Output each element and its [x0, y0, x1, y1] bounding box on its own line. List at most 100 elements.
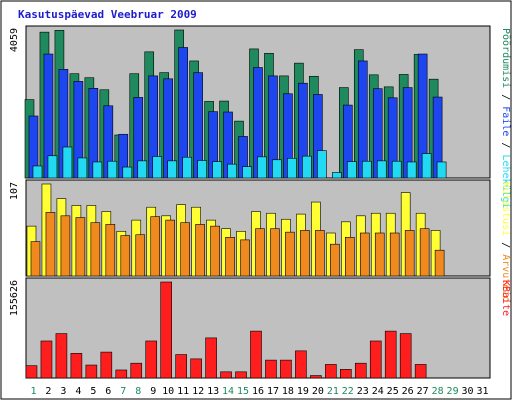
bar-arvuteid-18: Arvuteid 18: 51 [285, 231, 295, 277]
bar-kbaite-10: KBaite 10: 157000 [160, 281, 172, 379]
bar-lehekülgi-23: Lehekülgi 23: 460 [361, 160, 372, 179]
day-label-2: 2 [45, 386, 51, 397]
bar-arvuteid-11: Arvuteid 11: 62 [180, 222, 190, 277]
day-label-13: 13 [207, 386, 219, 397]
bar-lehekülgi-24: Lehekülgi 24: 470 [376, 160, 387, 179]
bar-lehekülgi-5: Lehekülgi 5: 440 [92, 161, 103, 179]
bar-kbaite-22: KBaite 22: 14000 [340, 369, 352, 379]
bar-kbaite-11: KBaite 11: 38000 [175, 354, 187, 379]
bar-lehekülgi-7: Lehekülgi 7: 300 [122, 166, 133, 179]
day-label-4: 4 [75, 386, 81, 397]
bar-arvuteid-2: Arvuteid 2: 74 [45, 212, 56, 277]
bar-arvuteid-13: Arvuteid 13: 58 [210, 225, 220, 277]
day-label-26: 26 [402, 386, 414, 397]
bar-lehekülgi-14: Lehekülgi 14: 380 [227, 163, 237, 179]
bar-lehekülgi-11: Lehekülgi 11: 570 [182, 156, 192, 179]
day-label-18: 18 [282, 386, 294, 397]
bar-arvuteid-5: Arvuteid 5: 62 [90, 222, 101, 277]
bar-kbaite-2: KBaite 2: 60000 [40, 340, 53, 379]
bar-kbaite-18: KBaite 18: 29000 [280, 359, 292, 379]
bar-kbaite-23: KBaite 23: 24000 [354, 362, 367, 379]
bar-arvuteid-20: Arvuteid 20: 53 [315, 230, 325, 277]
legend-part: Pöördumisi [500, 28, 511, 88]
bar-arvuteid-28: Arvuteid 28: 30 [434, 249, 445, 277]
day-label-25: 25 [387, 386, 399, 397]
y-axis-legend-kbytes: KBaite [500, 280, 511, 316]
y-max-label-traffic: 4059 [9, 28, 20, 52]
panels: Pöördumisi 1: 2150Pöördumisi 2: 4000Pöör… [24, 25, 491, 379]
legend-part: Lehekülgi [500, 154, 511, 208]
bar-lehekülgi-22: Lehekülgi 22: 450 [347, 161, 357, 179]
bar-faile-23: Faile 23: 3210 [357, 60, 368, 179]
bar-kbaite-4: KBaite 4: 40000 [70, 353, 83, 379]
bar-lehekülgi-8: Lehekülgi 8: 470 [137, 160, 148, 179]
bar-kbaite-6: KBaite 6: 42000 [100, 351, 113, 379]
panel-traffic: Pöördumisi 1: 2150Pöördumisi 2: 4000Pöör… [24, 25, 491, 179]
bar-lehekülgi-2: Lehekülgi 2: 610 [47, 155, 58, 179]
y-axis-legend-traffic: Pöördumisi / Faile / Lehekülgi [500, 28, 511, 209]
bar-kbaite-27: KBaite 27: 22000 [414, 364, 427, 379]
bar-lehekülgi-16: Lehekülgi 16: 580 [257, 156, 267, 179]
bar-arvuteid-10: Arvuteid 10: 65 [165, 219, 175, 277]
y-axis-legend-hits: Külastusi / Arvuteid [500, 182, 511, 302]
chart-title: Kasutuspäevad Veebruar 2009 [18, 8, 197, 21]
bar-lehekülgi-17: Lehekülgi 17: 500 [272, 159, 282, 179]
day-label-20: 20 [312, 386, 324, 397]
y-labels: 4059 Pöördumisi / Faile / Lehekülgi 107 Kül… [9, 28, 511, 316]
bar-arvuteid-3: Arvuteid 3: 70 [60, 215, 71, 277]
bar-kbaite-12: KBaite 12: 31000 [190, 358, 202, 379]
day-label-19: 19 [297, 386, 309, 397]
bar-arvuteid-21: Arvuteid 21: 37 [330, 243, 340, 277]
day-label-10: 10 [162, 386, 174, 397]
bar-kbaite-19: KBaite 19: 44000 [295, 350, 307, 379]
day-label-31: 31 [476, 386, 488, 397]
bar-arvuteid-6: Arvuteid 6: 60 [105, 224, 116, 277]
bar-arvuteid-7: Arvuteid 7: 47 [120, 235, 131, 277]
bar-kbaite-25: KBaite 25: 76000 [384, 330, 397, 379]
day-label-17: 17 [267, 386, 279, 397]
bar-lehekülgi-19: Lehekülgi 19: 600 [302, 155, 312, 179]
bar-kbaite-5: KBaite 5: 21000 [85, 364, 98, 379]
bar-lehekülgi-3: Lehekülgi 3: 850 [62, 146, 73, 179]
bar-arvuteid-27: Arvuteid 27: 55 [419, 228, 430, 277]
y-max-label-kbytes: 155626 [9, 280, 20, 316]
bar-lehekülgi-27: Lehekülgi 27: 670 [421, 153, 432, 179]
bar-lehekülgi-9: Lehekülgi 9: 590 [152, 156, 163, 179]
day-label-23: 23 [357, 386, 369, 397]
day-label-28: 28 [432, 386, 444, 397]
bar-arvuteid-25: Arvuteid 25: 50 [389, 232, 400, 277]
bar-arvuteid-4: Arvuteid 4: 68 [75, 217, 86, 277]
bar-lehekülgi-15: Lehekülgi 15: 310 [242, 166, 252, 179]
bar-lehekülgi-4: Lehekülgi 4: 550 [77, 157, 88, 179]
bar-kbaite-9: KBaite 9: 60000 [145, 340, 158, 379]
day-label-9: 9 [150, 386, 156, 397]
bar-lehekülgi-10: Lehekülgi 10: 470 [167, 160, 177, 179]
bar-kbaite-14: KBaite 14: 10000 [220, 371, 232, 379]
legend-part: KBaite [500, 280, 511, 316]
bar-kbaite-1: KBaite 1: 20000 [25, 365, 38, 379]
bar-arvuteid-8: Arvuteid 8: 48 [135, 234, 146, 277]
bar-kbaite-15: KBaite 15: 10000 [235, 371, 247, 379]
bar-arvuteid-14: Arvuteid 14: 45 [225, 237, 235, 277]
day-label-29: 29 [447, 386, 459, 397]
day-label-24: 24 [372, 386, 384, 397]
day-label-8: 8 [135, 386, 141, 397]
bar-kbaite-3: KBaite 3: 72000 [55, 333, 68, 379]
bar-arvuteid-1: Arvuteid 1: 40 [30, 241, 41, 277]
bar-arvuteid-24: Arvuteid 24: 50 [374, 232, 385, 277]
bar-kbaite-20: KBaite 20: 4000 [310, 375, 322, 379]
bar-lehekülgi-6: Lehekülgi 6: 460 [107, 160, 118, 179]
bar-arvuteid-22: Arvuteid 22: 45 [345, 237, 355, 277]
day-label-5: 5 [90, 386, 96, 397]
bar-kbaite-16: KBaite 16: 76000 [250, 330, 262, 379]
bar-lehekülgi-13: Lehekülgi 13: 450 [212, 161, 222, 179]
bar-arvuteid-9: Arvuteid 9: 69 [150, 216, 161, 277]
bar-kbaite-24: KBaite 24: 60000 [369, 340, 382, 379]
bar-arvuteid-26: Arvuteid 26: 53 [404, 230, 415, 277]
day-label-11: 11 [177, 386, 189, 397]
day-label-3: 3 [60, 386, 66, 397]
day-label-16: 16 [252, 386, 264, 397]
day-label-7: 7 [120, 386, 126, 397]
